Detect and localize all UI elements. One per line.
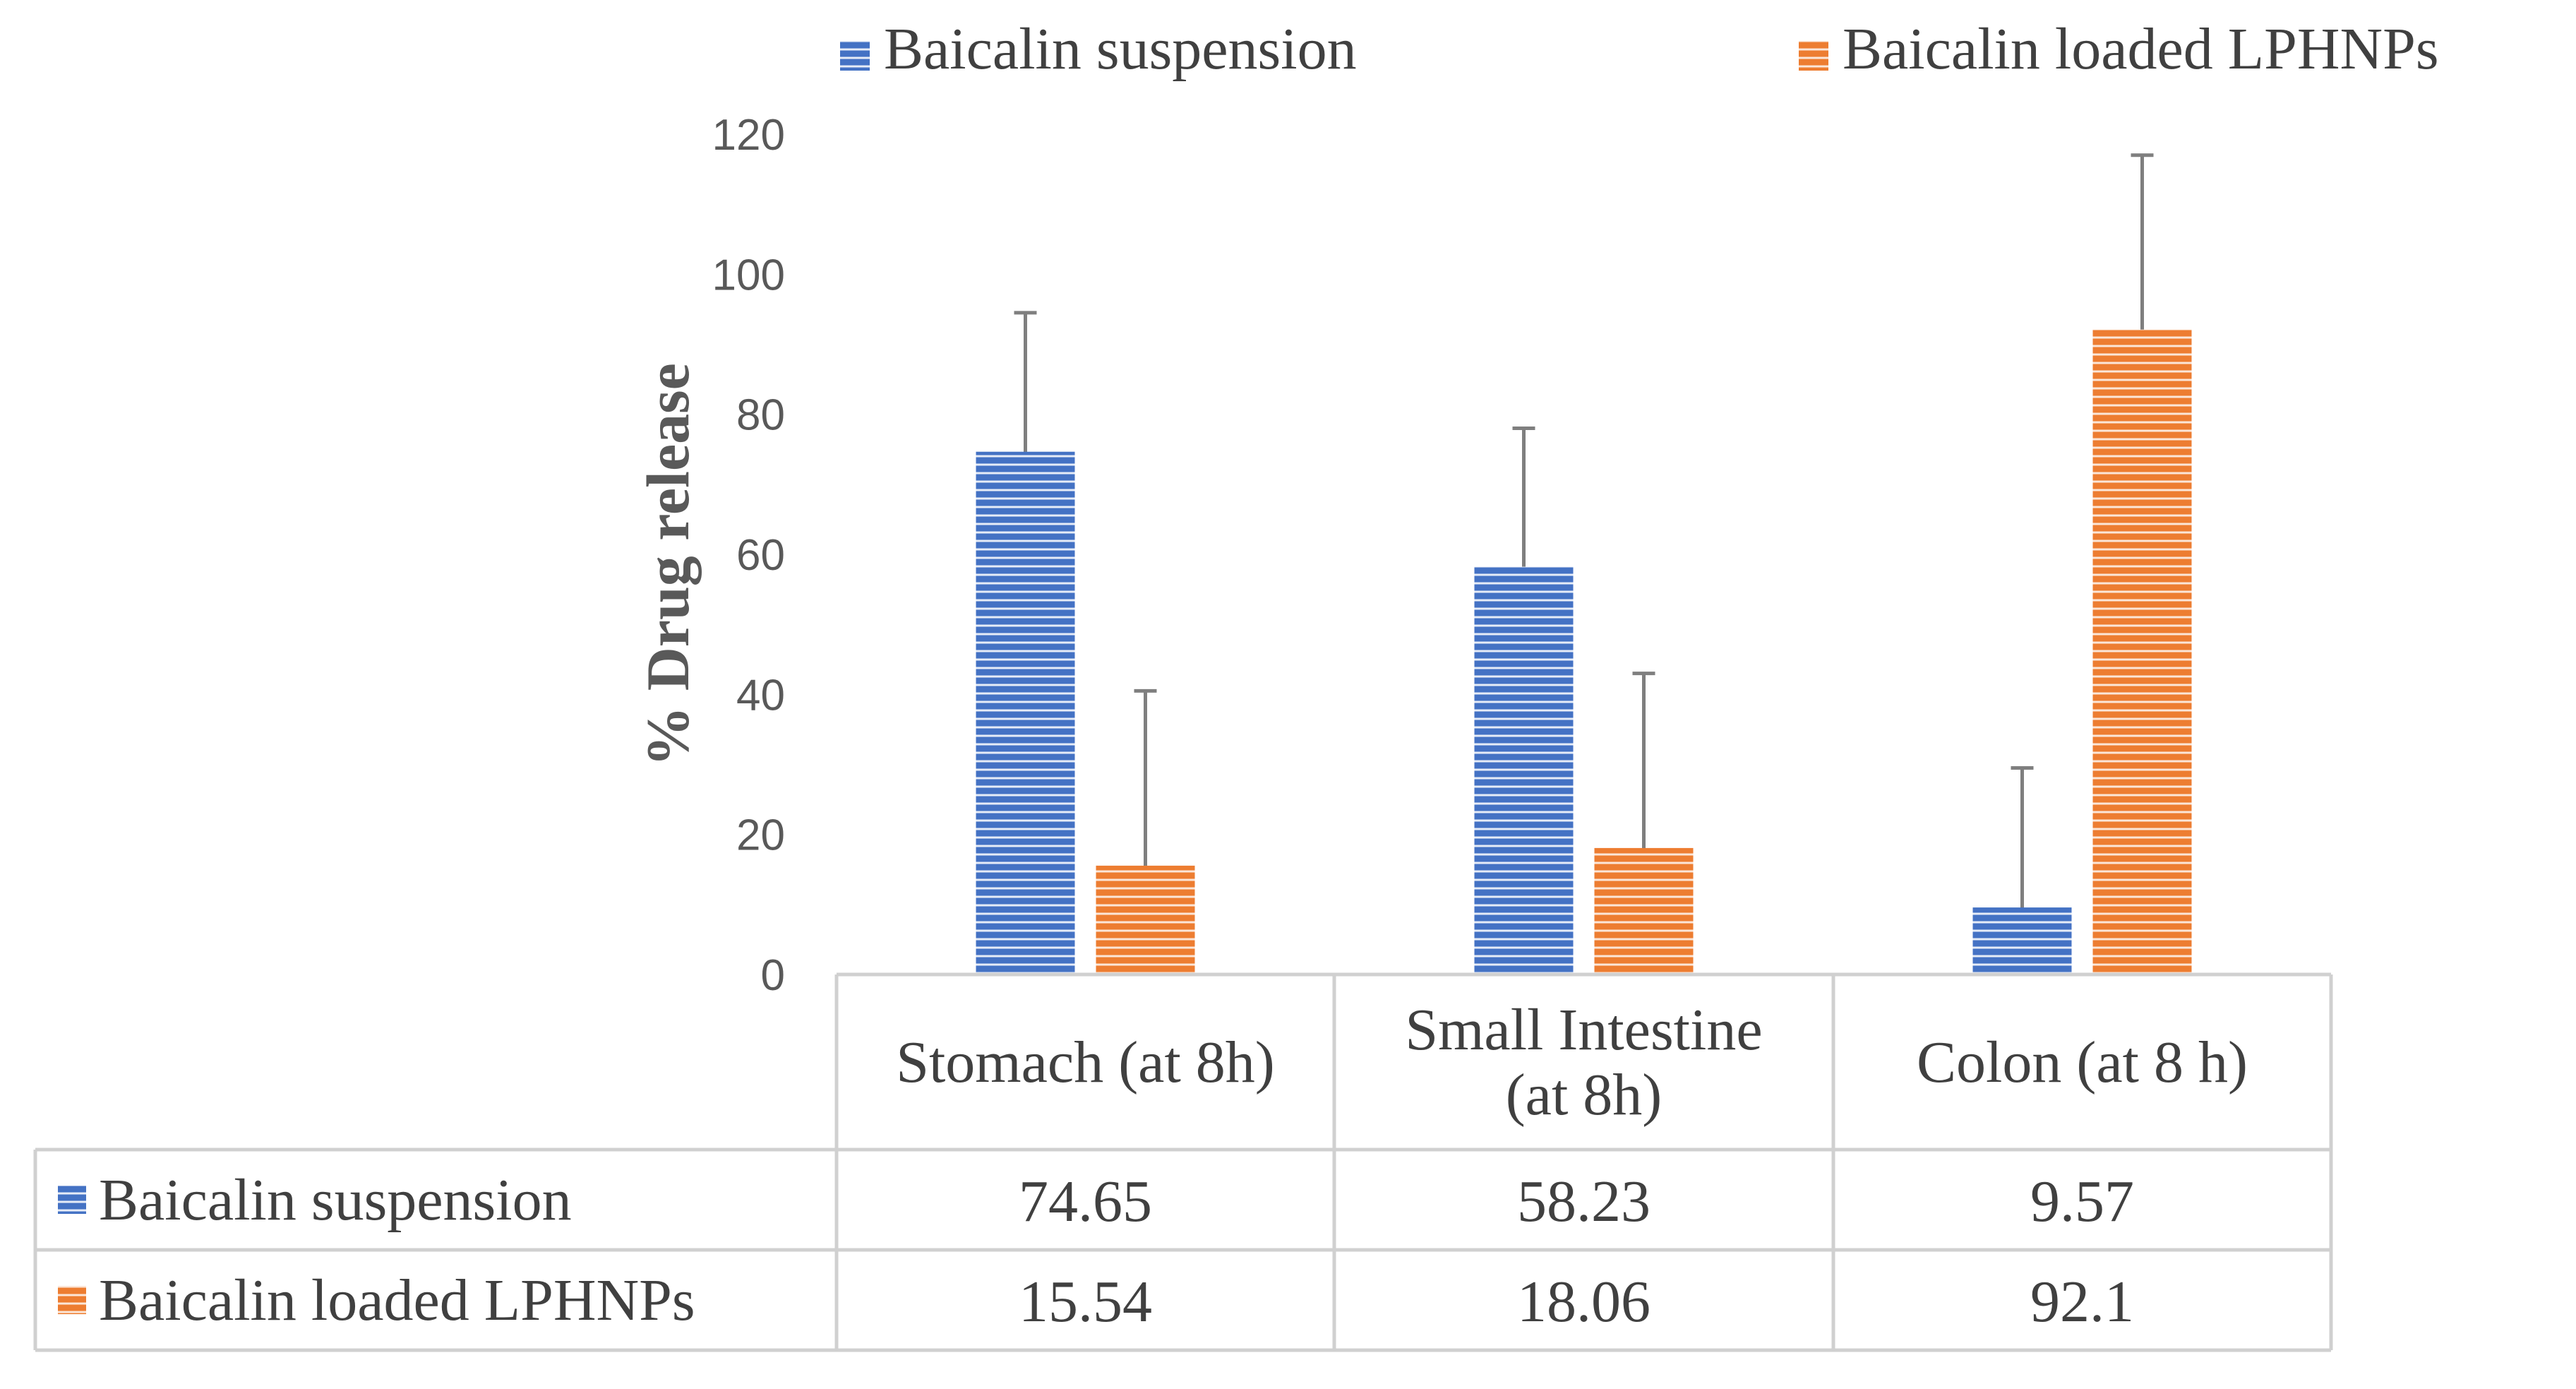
data-table: Stomach (at 8h) Small Intestine(at 8h) Col… <box>58 997 2248 1335</box>
table-value: 74.65 <box>1019 1169 1152 1234</box>
bar-lphnps-0 <box>1096 865 1195 974</box>
legend-label-baicalin-suspension: Baicalin suspension <box>884 16 1357 82</box>
error-bars <box>1014 153 2154 974</box>
legend-swatch-baicalin-suspension <box>840 41 870 71</box>
y-tick-label: 80 <box>736 391 785 440</box>
table-value: 18.06 <box>1517 1269 1651 1335</box>
y-tick-label: 120 <box>712 111 785 160</box>
table-row-label: Baicalin loaded LPHNPs <box>99 1268 695 1333</box>
y-tick-label: 100 <box>712 251 785 299</box>
table-row-label: Baicalin suspension <box>99 1167 572 1233</box>
category-label: Small Intestine <box>1405 997 1762 1063</box>
bar-suspension-1 <box>1474 566 1574 974</box>
bar-suspension-2 <box>1972 907 2072 974</box>
legend-swatch-baicalin-loaded-lphnps <box>1799 41 1828 71</box>
legend-label-baicalin-loaded-lphnps: Baicalin loaded LPHNPs <box>1843 16 2439 82</box>
bar-lphnps-1 <box>1594 847 1694 974</box>
y-tick-label: 20 <box>736 811 785 860</box>
table-legend-swatch <box>58 1286 86 1314</box>
table-value: 15.54 <box>1019 1269 1152 1335</box>
table-value: 9.57 <box>2030 1169 2134 1234</box>
table-legend-swatch <box>58 1186 86 1214</box>
category-label: Colon (at 8 h) <box>1917 1030 2248 1095</box>
data-table-grid <box>33 972 2333 1352</box>
table-value: 92.1 <box>2030 1269 2134 1335</box>
bar-suspension-0 <box>976 451 1075 974</box>
y-tick-label: 40 <box>736 671 785 720</box>
category-label: Stomach (at 8h) <box>896 1030 1275 1095</box>
y-axis-ticks: 0 20 40 60 80 100 120 <box>712 111 785 1000</box>
table-value: 58.23 <box>1517 1169 1651 1234</box>
y-axis-title: % Drug release <box>634 363 702 767</box>
y-tick-label: 60 <box>736 531 785 580</box>
bar-lphnps-2 <box>2092 329 2192 974</box>
y-tick-label: 0 <box>761 951 785 1000</box>
bars <box>976 329 2192 974</box>
category-label: (at 8h) <box>1506 1062 1663 1128</box>
legend: Baicalin suspension Baicalin loaded LPHN… <box>840 16 2439 82</box>
